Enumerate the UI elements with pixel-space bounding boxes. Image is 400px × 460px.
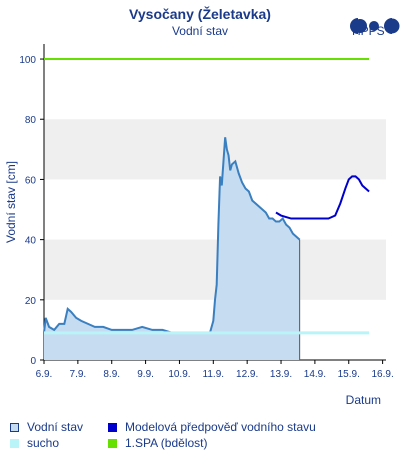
legend-item-observed: Vodní stav (10, 420, 83, 434)
green-square-icon (108, 438, 117, 448)
x-tick-label: 8.9. (103, 369, 120, 380)
y-tick-label: 20 (25, 296, 37, 307)
x-tick-label: 14.9. (304, 369, 326, 380)
x-tick-label: 7.9. (70, 369, 87, 380)
observed-line (43, 137, 301, 334)
x-tick-label: 12.9. (236, 369, 258, 380)
legend-label-forecast: Modelová předpověď vodního stavu (125, 420, 316, 434)
blue-square-icon (108, 422, 117, 432)
legend-item-drought: sucho (10, 436, 59, 450)
filled-square-icon (10, 422, 19, 432)
observed-area (44, 137, 300, 360)
x-tick-label: 10.9. (168, 369, 190, 380)
legend-label-spa: 1.SPA (bdělost) (125, 436, 208, 450)
x-axis-title: Datum (346, 393, 381, 407)
legend-item-forecast: Modelová předpověď vodního stavu (108, 420, 316, 434)
legend-item-spa: 1.SPA (bdělost) (108, 436, 208, 450)
y-tick-label: 60 (25, 175, 37, 186)
cyan-square-icon (10, 438, 19, 448)
x-tick-label: 11.9. (203, 369, 225, 380)
x-tick-label: 9.9. (137, 369, 154, 380)
x-tick-label: 6.9. (36, 369, 53, 380)
logo-text: HPPS (352, 24, 385, 38)
grid-band (44, 239, 386, 300)
y-tick-label: 40 (25, 236, 37, 247)
forecast-line (275, 175, 370, 220)
x-tick-label: 15.9. (338, 369, 360, 380)
chart-subtitle: Vodní stav (171, 24, 229, 38)
y-tick-label: 100 (19, 55, 36, 66)
legend-label-observed: Vodní stav (27, 420, 84, 434)
water-level-chart: 0 20 40 60 80 100 6.9. 7.9. 8.9. 9.9. 10.9. 11.9. 12… (4, 44, 394, 407)
chart-title: Vysočany (Želetavka) (129, 6, 271, 22)
y-tick-label: 80 (25, 115, 37, 126)
logo-mark-icon (350, 18, 400, 34)
grid-band (44, 119, 386, 180)
y-tick-label: 0 (30, 356, 36, 367)
x-tick-label: 16.9. (371, 369, 393, 380)
legend-label-drought: sucho (27, 436, 60, 450)
hpps-logo (350, 18, 400, 34)
x-tick-label: 13.9. (270, 369, 292, 380)
y-axis-title: Vodní stav [cm] (4, 161, 18, 243)
